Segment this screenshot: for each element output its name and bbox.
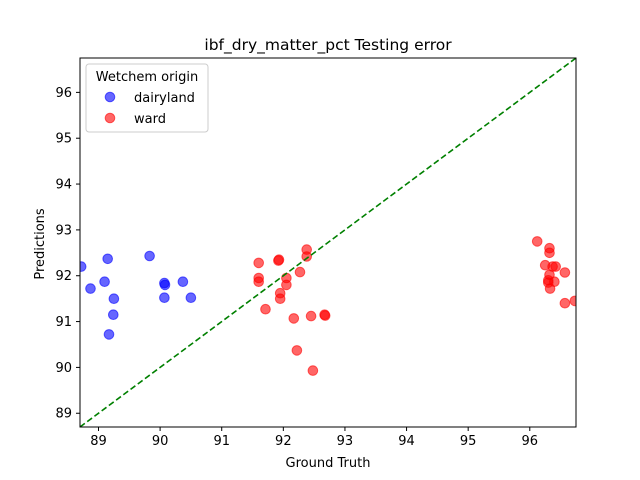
x-tick-label: 94	[398, 434, 415, 449]
legend-title: Wetchem origin	[96, 70, 198, 85]
x-tick-label: 93	[337, 434, 354, 449]
x-tick-label: 90	[152, 434, 169, 449]
data-point-dairyland	[144, 250, 155, 262]
data-point-ward	[294, 266, 306, 278]
y-tick-label: 91	[55, 315, 72, 330]
data-point-dairyland	[108, 309, 119, 321]
data-point-ward	[544, 247, 555, 259]
data-point-ward	[559, 267, 571, 278]
data-point-dairyland	[99, 276, 110, 288]
data-point-ward	[559, 297, 571, 309]
x-tick-label: 92	[275, 434, 292, 449]
plot-area	[80, 58, 576, 427]
data-point-ward	[544, 283, 556, 294]
y-tick-label: 94	[55, 178, 72, 193]
axes-frame	[79, 57, 577, 428]
data-point-dairyland	[185, 292, 197, 304]
data-point-ward	[288, 313, 300, 324]
data-point-dairyland	[159, 277, 170, 289]
data-point-dairyland	[103, 329, 115, 340]
data-point-dairyland	[80, 261, 87, 272]
legend-box	[85, 63, 209, 133]
y-tick-label: 89	[55, 407, 72, 422]
y-tick-label: 92	[55, 269, 72, 284]
y-tick-label: 96	[55, 86, 72, 101]
y-axis-label: Predictions	[33, 208, 48, 280]
y-tick-label: 93	[55, 223, 72, 238]
legend-marker-dairyland	[104, 91, 116, 103]
y-tick-label: 95	[55, 132, 72, 147]
legend: Wetchem origin dairyland ward	[85, 63, 209, 133]
data-point-ward	[253, 257, 265, 269]
x-axis-label: Ground Truth	[286, 456, 371, 471]
data-point-ward	[531, 236, 543, 247]
data-point-ward	[569, 295, 576, 307]
series-dairyland	[80, 250, 197, 340]
data-point-dairyland	[177, 276, 189, 288]
x-tick-label: 96	[522, 434, 539, 449]
x-tick-label: 91	[213, 434, 230, 449]
legend-label-ward: ward	[134, 112, 166, 127]
x-axis: 89 90 91 92 93 94 95 96	[90, 427, 538, 449]
series-ward	[253, 236, 576, 376]
x-tick-label: 95	[460, 434, 477, 449]
y-tick-label: 90	[55, 361, 72, 376]
data-point-ward	[307, 365, 319, 376]
data-point-dairyland	[102, 253, 113, 265]
data-point-ward	[281, 279, 292, 291]
data-point-dairyland	[85, 283, 96, 294]
legend-label-dairyland: dairyland	[134, 91, 195, 106]
legend-marker-ward	[104, 112, 116, 124]
x-tick-label: 89	[90, 434, 107, 449]
data-point-ward	[301, 251, 313, 262]
data-point-ward	[319, 310, 331, 321]
reference-line	[80, 58, 576, 427]
data-point-ward	[274, 293, 286, 305]
data-point-dairyland	[159, 292, 170, 304]
data-point-dairyland	[108, 293, 120, 305]
data-point-ward	[305, 310, 317, 322]
data-point-ward	[273, 254, 285, 266]
y-axis: 89 90 91 92 93 94 95 96	[55, 86, 80, 422]
data-point-ward	[291, 345, 303, 356]
data-point-ward	[260, 303, 271, 315]
data-point-ward	[253, 276, 265, 288]
chart-title: ibf_dry_matter_pct Testing error	[204, 36, 452, 55]
data-point-ward	[550, 261, 562, 272]
